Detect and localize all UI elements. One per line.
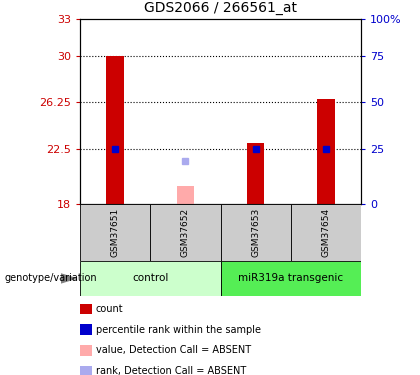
Bar — [247, 142, 265, 204]
Bar — [176, 186, 194, 204]
Bar — [220, 204, 291, 261]
Bar — [150, 204, 220, 261]
Text: count: count — [96, 304, 123, 314]
Text: value, Detection Call = ABSENT: value, Detection Call = ABSENT — [96, 345, 251, 355]
Bar — [220, 261, 361, 296]
Text: percentile rank within the sample: percentile rank within the sample — [96, 325, 261, 334]
Text: GSM37654: GSM37654 — [322, 208, 331, 257]
Text: rank, Detection Call = ABSENT: rank, Detection Call = ABSENT — [96, 366, 246, 375]
Bar — [80, 204, 150, 261]
Bar — [80, 261, 220, 296]
Bar — [106, 56, 124, 204]
Text: genotype/variation: genotype/variation — [4, 273, 97, 284]
Title: GDS2066 / 266561_at: GDS2066 / 266561_at — [144, 1, 297, 15]
Text: miR319a transgenic: miR319a transgenic — [238, 273, 344, 284]
Text: GSM37652: GSM37652 — [181, 208, 190, 257]
Text: GSM37651: GSM37651 — [110, 208, 119, 257]
Text: GSM37653: GSM37653 — [251, 208, 260, 257]
Polygon shape — [61, 274, 76, 283]
Bar — [291, 204, 361, 261]
Text: control: control — [132, 273, 168, 284]
Bar — [317, 99, 335, 204]
